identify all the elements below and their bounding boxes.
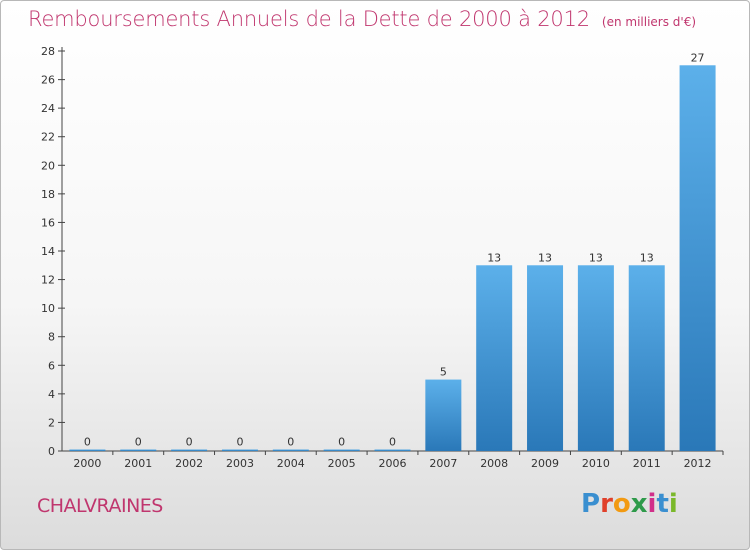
logo-letter: P [581,489,601,519]
x-tick-label-2012: 2012 [684,457,712,470]
value-label-2002: 0 [186,436,193,449]
bar-2010 [577,265,614,451]
bar-2002 [171,449,208,451]
y-tick-label: 26 [41,74,55,87]
logo-letter: i [647,489,657,519]
value-label-2012: 27 [691,51,705,64]
logo-letter: r [600,489,613,519]
bar-2003 [221,449,258,451]
bar-2008 [476,265,513,451]
logo-letter: i [668,489,678,519]
value-label-2004: 0 [287,436,294,449]
x-tick-label-2004: 2004 [277,457,305,470]
bar-2011 [628,265,665,451]
y-tick-label: 24 [41,102,55,115]
x-tick-label-2000: 2000 [73,457,101,470]
y-tick-label: 22 [41,131,55,144]
value-label-2000: 0 [84,436,91,449]
x-tick-label-2003: 2003 [226,457,254,470]
y-tick-label: 4 [48,388,55,401]
value-label-2006: 0 [389,436,396,449]
commune-name: CHALVRAINES [37,495,163,517]
value-label-2009: 13 [538,251,552,264]
value-label-2008: 13 [487,251,501,264]
bars: 0 0 0 0 0 0 0 5 13 13 13 13 27 [69,51,716,452]
chart-title-main: Remboursements Annuels de la Dette de 20… [28,7,590,31]
value-label-2005: 0 [338,436,345,449]
y-tick-label: 2 [48,416,55,429]
value-label-2003: 0 [236,436,243,449]
y-tick-label: 28 [41,45,55,58]
bar-2006 [374,449,411,451]
bar-2004 [272,449,309,451]
y-tick-label: 16 [41,216,55,229]
logo-letter: t [656,489,669,519]
x-tick-label-2011: 2011 [633,457,661,470]
x-tick-label-2008: 2008 [480,457,508,470]
logo-letter: o [612,489,631,519]
logo-letter: x [630,489,648,519]
x-tick-label-2010: 2010 [582,457,610,470]
x-axis: 2000 2001 2002 2003 2004 2005 2006 2007 2008 2009… [62,450,724,470]
chart-unit-note: (en milliers d'€) [601,15,697,29]
bar-2001 [120,449,157,451]
x-tick-label-2005: 2005 [328,457,356,470]
bar-2012 [679,65,716,452]
bar-2005 [323,449,360,451]
bar-2000 [69,449,106,451]
value-label-2010: 13 [589,251,603,264]
y-tick-label: 18 [41,188,55,201]
x-tick-label-2007: 2007 [429,457,457,470]
x-tick-label-2001: 2001 [124,457,152,470]
y-tick-label: 6 [48,359,55,372]
proxiti-logo: Proxiti [581,489,678,519]
y-tick-label: 8 [48,331,55,344]
x-tick-label-2002: 2002 [175,457,203,470]
y-tick-label: 14 [41,245,55,258]
chart-title: Remboursements Annuels de la Dette de 20… [28,7,696,31]
y-tick-label: 10 [41,302,55,315]
value-label-2011: 13 [640,251,654,264]
bar-2009 [527,265,564,451]
value-label-2001: 0 [135,436,142,449]
y-tick-label: 0 [48,445,55,458]
x-tick-label-2009: 2009 [531,457,559,470]
x-tick-label-2006: 2006 [379,457,407,470]
bar-2007 [425,379,462,451]
y-tick-label: 20 [41,159,55,172]
y-tick-label: 12 [41,274,55,287]
value-label-2007: 5 [440,366,447,379]
